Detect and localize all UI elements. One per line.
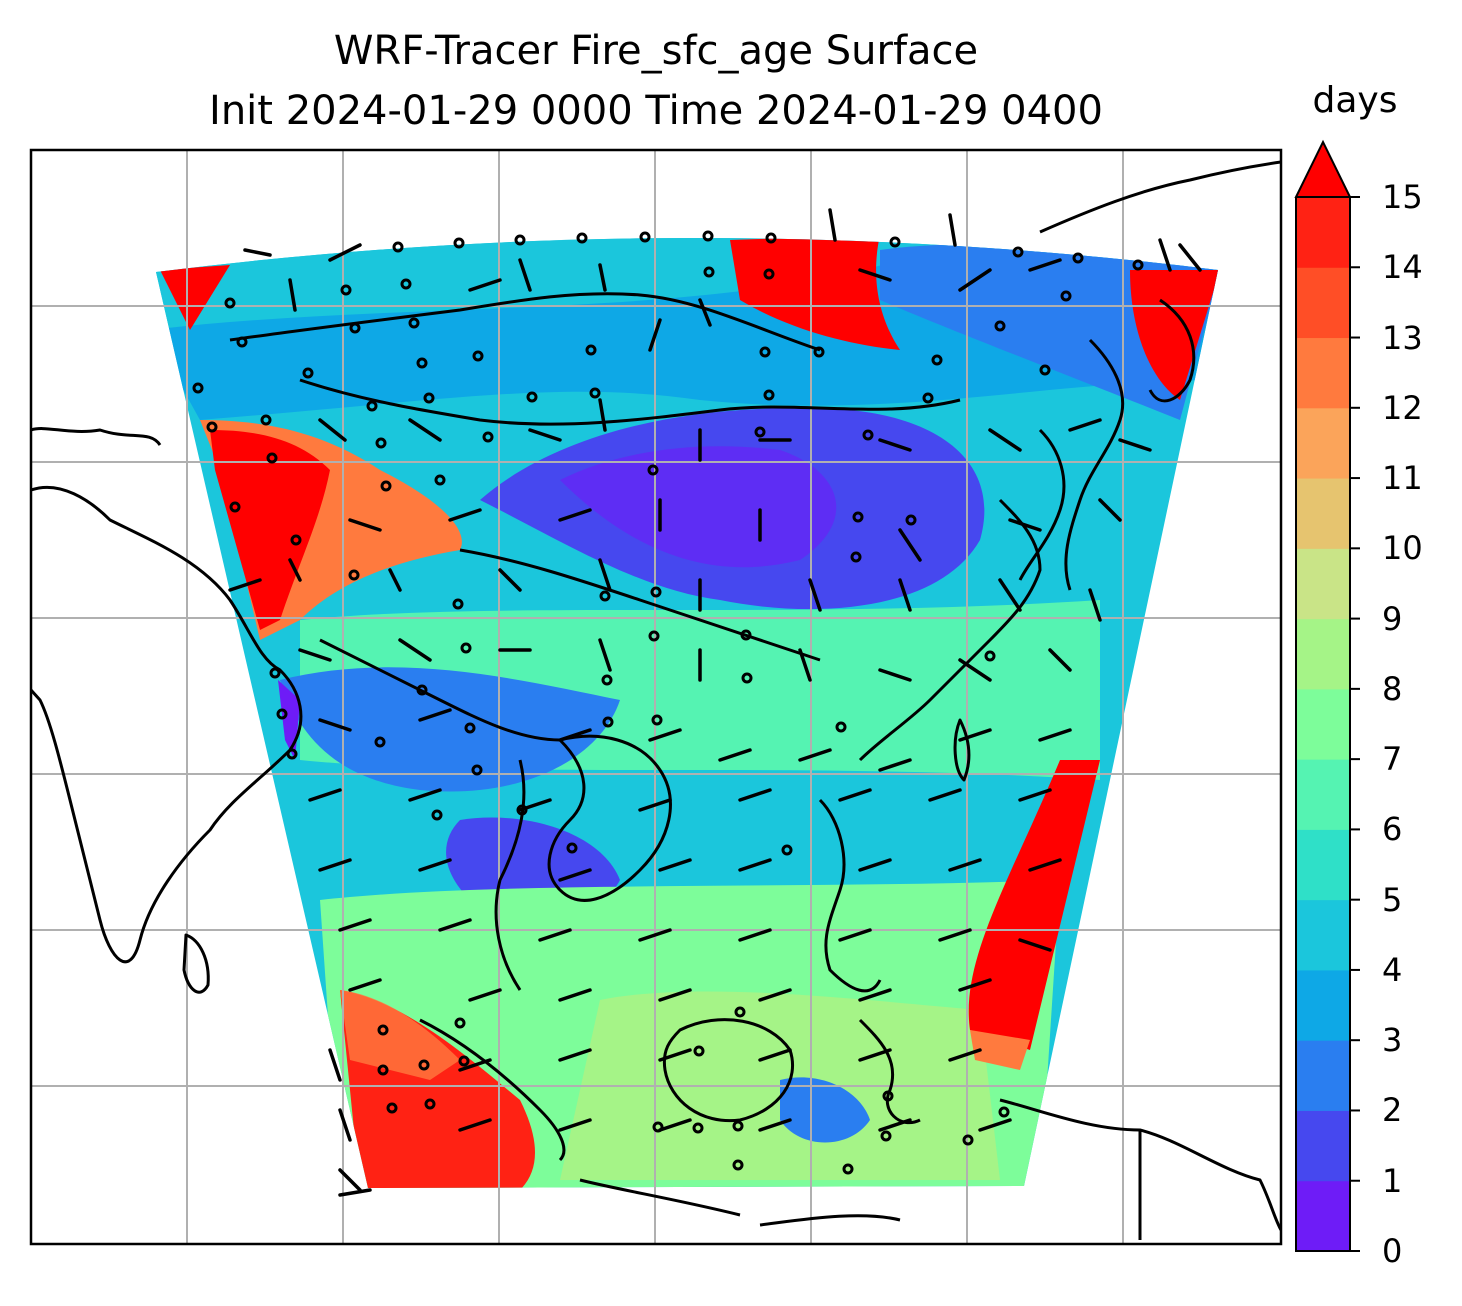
colorbar-segment bbox=[1296, 337, 1350, 409]
colorbar-segment bbox=[1296, 829, 1350, 901]
colorbar-tick-label: 5 bbox=[1382, 880, 1403, 919]
coastlines bbox=[31, 160, 1281, 1240]
colorbar-segment bbox=[1296, 618, 1350, 690]
colorbar-tick-label: 2 bbox=[1382, 1091, 1403, 1130]
colorbar-tick-label: 10 bbox=[1382, 529, 1423, 568]
colorbar-tick-label: 9 bbox=[1382, 599, 1403, 638]
colorbar-tick-label: 13 bbox=[1382, 318, 1423, 357]
colorbar-segment bbox=[1296, 688, 1350, 760]
colorbar-tick-label: 6 bbox=[1382, 810, 1403, 849]
colorbar-tick-label: 15 bbox=[1382, 178, 1423, 216]
map-axes bbox=[31, 150, 1281, 1244]
colorbar-tick-label: 4 bbox=[1382, 950, 1403, 989]
colorbar-segment bbox=[1296, 478, 1350, 549]
colorbar-tick-label: 14 bbox=[1382, 248, 1423, 287]
colorbar-tick-label: 3 bbox=[1382, 1021, 1403, 1060]
colorbar-frame bbox=[1295, 197, 1351, 1252]
colorbar-segment bbox=[1296, 1040, 1350, 1111]
colorbar-segment bbox=[1296, 759, 1350, 830]
calm-wind-circles bbox=[192, 230, 1144, 1175]
wind-barbs bbox=[228, 208, 1202, 1197]
colorbar-tick-label: 7 bbox=[1382, 740, 1403, 779]
colorbar-segment bbox=[1296, 899, 1350, 971]
map-subtitle: Init 2024-01-29 0000 Time 2024-01-29 040… bbox=[209, 88, 1103, 134]
colorbar-tick-label: 11 bbox=[1382, 459, 1423, 498]
colorbar bbox=[1294, 139, 1360, 1252]
colorbar-tick-label: 12 bbox=[1382, 388, 1423, 427]
colorbar-segment bbox=[1296, 969, 1350, 1041]
tracer-field bbox=[156, 237, 1218, 1188]
colorbar-segment bbox=[1296, 407, 1350, 479]
colorbar-tick-label: 8 bbox=[1382, 669, 1403, 708]
map-title: WRF-Tracer Fire_sfc_age Surface bbox=[333, 28, 979, 74]
colorbar-unit-label: days bbox=[1312, 80, 1398, 121]
colorbar-tick-label: 0 bbox=[1382, 1232, 1403, 1270]
colorbar-segment bbox=[1296, 197, 1350, 268]
colorbar-segment bbox=[1296, 267, 1350, 339]
colorbar-segment bbox=[1296, 1110, 1350, 1182]
map-frame bbox=[29, 148, 1283, 1246]
colorbar-tick-label: 1 bbox=[1382, 1161, 1403, 1200]
colorbar-segment bbox=[1296, 548, 1350, 620]
colorbar-extend-arrow bbox=[1294, 139, 1352, 198]
colorbar-segment bbox=[1296, 1180, 1350, 1252]
